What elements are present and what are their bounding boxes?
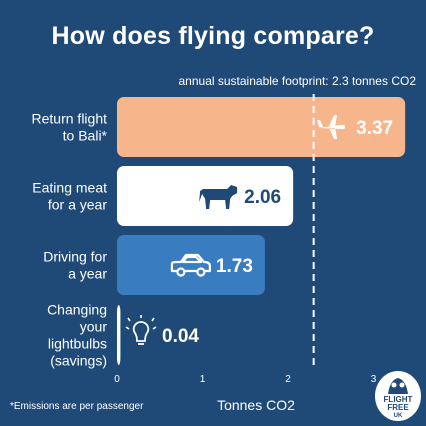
value-label: 0.04 <box>162 326 199 347</box>
bar-group: Changing your lightbulbs (savings) 0.04 <box>47 302 199 369</box>
airplane-icon <box>317 115 346 139</box>
bar <box>117 305 121 365</box>
value-label: 2.06 <box>244 187 281 208</box>
category-label: Driving for a year <box>43 249 107 282</box>
chart-title: How does flying compare? <box>51 22 375 50</box>
x-tick-label: 1 <box>200 374 206 385</box>
value-label: 1.73 <box>216 256 253 277</box>
value-label: 3.37 <box>356 118 393 139</box>
x-tick-label: 0 <box>114 374 120 385</box>
logo-text-flight: FLIGHT <box>384 395 413 404</box>
bar <box>117 235 265 295</box>
bar-group: Eating meat for a year 2.06 <box>32 166 294 226</box>
x-tick-label: 3 <box>371 374 377 385</box>
car-icon <box>170 253 212 277</box>
cow-icon <box>199 185 238 209</box>
bar-group: Return flight to Bali* 3.37 <box>32 97 406 157</box>
category-label: Changing your lightbulbs (savings) <box>47 302 107 369</box>
footnote: *Emissions are per passenger <box>10 401 144 412</box>
category-label: Return flight to Bali* <box>32 111 108 144</box>
x-tick-label: 2 <box>285 374 291 385</box>
reference-annotation: annual sustainable footprint: 2.3 tonnes… <box>179 74 417 88</box>
flight-free-logo: FLIGHT FREE UK <box>375 371 421 421</box>
lightbulb-icon <box>125 315 157 345</box>
bar-group: Driving for a year 1.73 <box>43 235 265 295</box>
logo-text-uk: UK <box>394 413 403 419</box>
category-label: Eating meat for a year <box>32 180 107 213</box>
logo-text-free: FREE <box>387 403 409 412</box>
bar <box>117 97 406 157</box>
x-axis-label: Tonnes CO2 <box>217 397 295 413</box>
